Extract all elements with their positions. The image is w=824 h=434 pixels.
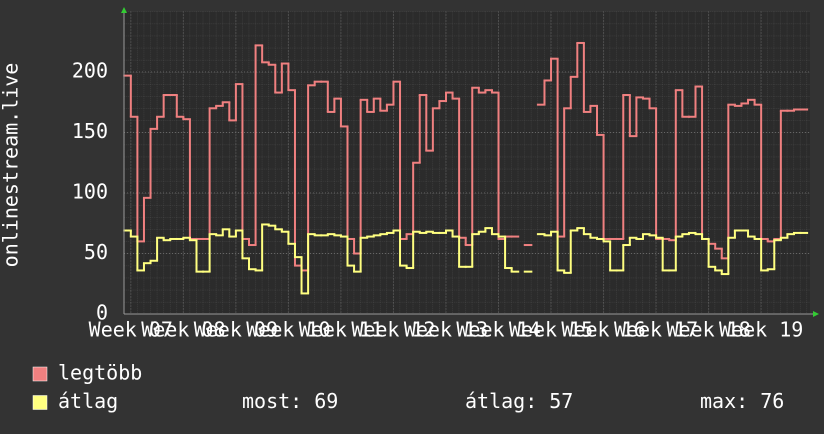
x-tick-label: Week 16 <box>561 318 645 342</box>
legend-swatch <box>32 366 48 382</box>
y-tick-label: 100 <box>72 180 108 204</box>
stat-label: átlag: <box>465 389 537 413</box>
x-tick-label: Week 09 <box>194 318 278 342</box>
stat-label: most: <box>242 389 302 413</box>
x-tick-label: Week 19 <box>719 318 803 342</box>
x-tick-label: Week 14 <box>456 318 540 342</box>
legend-swatch <box>32 395 48 410</box>
x-axis-arrow <box>813 311 819 317</box>
y-axis-label: onlinestream.live <box>0 63 23 268</box>
x-tick-label: Week 11 <box>299 318 383 342</box>
x-tick-label: Week 15 <box>509 318 593 342</box>
x-tick-label: Week 10 <box>246 318 330 342</box>
legend-label: legtöbb <box>58 361 142 385</box>
x-tick-label: Week 07 <box>89 318 173 342</box>
x-tick-label: Week 13 <box>404 318 488 342</box>
y-tick-label: 0 <box>96 301 108 325</box>
legend: legtöbb átlag most: 69 átlag: 57 max: 76 <box>32 361 784 413</box>
y-tick-label: 50 <box>84 240 108 264</box>
x-tick-label: Week 18 <box>666 318 750 342</box>
stat-label: max: <box>700 389 748 413</box>
stat-value: 69 <box>314 389 338 413</box>
minor-grid <box>124 11 810 314</box>
legend-label: átlag <box>58 389 118 413</box>
x-tick-label: Week 12 <box>351 318 435 342</box>
x-tick-label: Week 17 <box>614 318 698 342</box>
stat-value: 57 <box>549 389 573 413</box>
y-tick-label: 150 <box>72 119 108 143</box>
stat-value: 76 <box>760 389 784 413</box>
y-axis-arrow <box>121 7 127 13</box>
series-lines <box>123 41 809 295</box>
x-tick-label: Week 08 <box>141 318 225 342</box>
y-tick-label: 200 <box>72 59 108 83</box>
